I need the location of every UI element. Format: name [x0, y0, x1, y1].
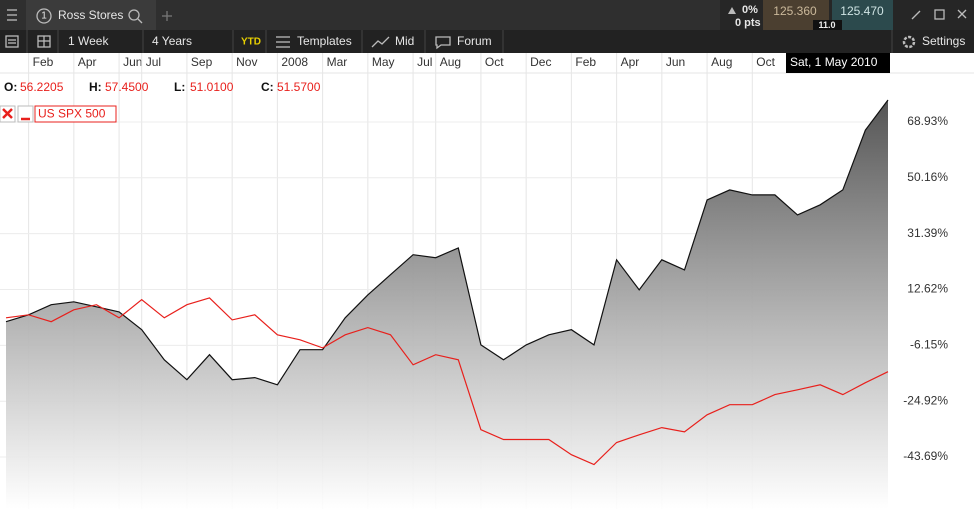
menu-item[interactable]: Templates [297, 34, 352, 48]
menu-item[interactable]: Forum [457, 34, 492, 48]
ohlc-value: 57.4500 [105, 80, 149, 94]
ohlc-key: L: [174, 80, 185, 94]
menu-icon[interactable] [7, 9, 17, 21]
ohlc-row: O: 56.2205 H: 57.4500 L: 51.0100 C: 51.5700 [4, 80, 321, 94]
ask-price[interactable]: 125.470 [840, 4, 884, 18]
settings[interactable]: Settings [922, 34, 965, 48]
change-pts: 0 pts [735, 17, 761, 29]
list-icon[interactable] [5, 35, 19, 48]
x-tick-label: Oct [485, 55, 504, 69]
time-axis-row [0, 53, 974, 73]
spread-box [813, 20, 842, 30]
x-tick-label: Sep [191, 55, 213, 69]
x-tick-label: Mar [327, 55, 348, 69]
x-tick-label: Aug [711, 55, 732, 69]
add-tab[interactable] [162, 11, 172, 21]
x-tick-label: Aug [440, 55, 461, 69]
legend-box [34, 105, 117, 123]
ohlc-key: H: [89, 80, 102, 94]
search-icon[interactable] [128, 9, 143, 24]
ohlc-key: O: [4, 80, 17, 94]
x-tick-label: 2008 [281, 55, 308, 69]
ohlc-value: 51.5700 [277, 80, 321, 94]
y-tick-label: 68.93% [907, 114, 948, 128]
x-tick-label: Dec [530, 55, 551, 69]
ask-box[interactable] [832, 0, 893, 30]
menu-item[interactable]: 4 Years [152, 34, 192, 48]
tab[interactable] [26, 0, 156, 30]
templates-icon [276, 36, 290, 48]
change-pct: 0% [742, 4, 758, 16]
x-tick-label: Jun [123, 55, 142, 69]
x-tick-label: Apr [78, 55, 97, 69]
legend-label: US SPX 500 [38, 107, 106, 121]
area-fill [6, 100, 888, 509]
x-tick-label: Apr [621, 55, 640, 69]
x-tick-label: Oct [756, 55, 775, 69]
ohlc-key: C: [261, 80, 274, 94]
y-tick-label: -43.69% [903, 449, 948, 463]
menu-item[interactable]: Mid [395, 34, 414, 48]
y-tick-label: 50.16% [907, 170, 948, 184]
x-tick-label: Feb [575, 55, 596, 69]
series-line [5, 297, 889, 466]
bid-price[interactable]: 125.360 [773, 4, 817, 18]
y-tick-label: 31.39% [907, 226, 948, 240]
tab-number-circle [36, 8, 52, 24]
series-line [5, 99, 889, 386]
tab-title[interactable]: Ross Stores [58, 8, 123, 22]
mid-icon [371, 36, 390, 48]
ohlc-value: 51.0100 [190, 80, 234, 94]
y-tick-label: 12.62% [907, 282, 948, 296]
y-tick-label: -6.15% [910, 338, 948, 352]
ohlc-value: 56.2205 [20, 80, 64, 94]
menu-bar [0, 30, 974, 53]
x-tick-label: Nov [236, 55, 257, 69]
forum-icon [435, 36, 451, 50]
x-tick-label: Jun [666, 55, 685, 69]
layout-icon[interactable] [37, 35, 51, 48]
x-tick-label: Feb [33, 55, 54, 69]
x-tick-label: Jul [417, 55, 432, 69]
crosshair-label: Sat, 1 May 2010 [790, 55, 878, 69]
plot-area: Feb Apr Jun Jul Sep Nov 2008 Mar May Jul Aug Oct Dec… [0, 53, 948, 509]
settings-icon [902, 35, 916, 49]
x-tick-label: Jul [146, 55, 161, 69]
y-tick-label: -24.92% [903, 393, 948, 407]
window-icons[interactable] [911, 9, 967, 20]
change-arrow [728, 7, 736, 14]
remove-icon [2, 108, 13, 119]
menu-item[interactable]: YTD [241, 37, 261, 48]
crosshair-box [786, 53, 890, 73]
menu-item[interactable]: 1 Week [68, 34, 109, 48]
menu-separators [26, 30, 893, 53]
spread: 11.0 [818, 20, 835, 30]
tab-number: 1 [41, 11, 47, 22]
x-tick-label: May [372, 55, 395, 69]
